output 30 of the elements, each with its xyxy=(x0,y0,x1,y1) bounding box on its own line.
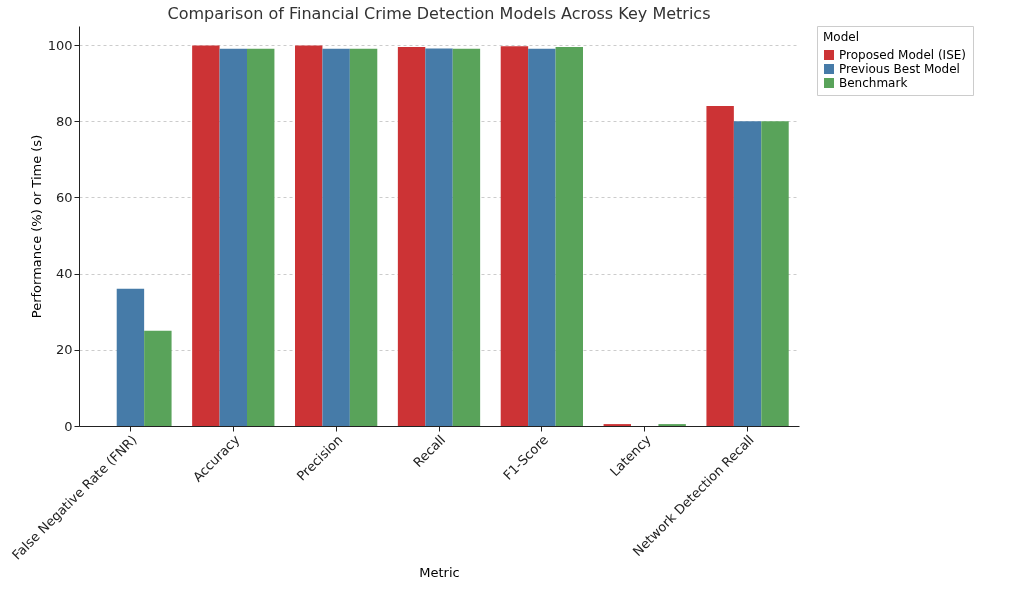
x-axis-title: Metric xyxy=(419,564,460,580)
bar xyxy=(247,48,275,426)
bar xyxy=(733,121,762,426)
legend-label: Previous Best Model xyxy=(839,62,960,76)
bar xyxy=(706,106,734,426)
bar xyxy=(500,46,529,426)
bar xyxy=(555,46,583,426)
y-tick-label: 40 xyxy=(55,266,73,282)
y-tick-label: 80 xyxy=(55,113,73,129)
y-tick-label: 20 xyxy=(55,342,73,358)
bar xyxy=(192,45,220,426)
y-tick-label: 60 xyxy=(55,189,73,205)
y-tick-label: 0 xyxy=(64,418,73,434)
y-axis-title: Performance (%) or Time (s) xyxy=(28,134,44,319)
bar xyxy=(528,48,556,426)
legend-title: Model xyxy=(823,30,860,44)
bar xyxy=(322,48,350,426)
bar xyxy=(116,288,145,426)
bar xyxy=(219,48,247,426)
legend-label: Proposed Model (ISE) xyxy=(839,48,967,62)
bar xyxy=(761,121,789,426)
bar xyxy=(144,330,172,426)
y-tick-label: 100 xyxy=(47,37,73,53)
chart-title: Comparison of Financial Crime Detection Models Across Key Metrics xyxy=(167,3,711,23)
bar xyxy=(397,46,426,426)
legend-label: Benchmark xyxy=(839,76,908,90)
bar xyxy=(425,48,453,426)
bar xyxy=(349,48,378,426)
bar xyxy=(295,45,323,426)
bar xyxy=(452,48,481,426)
